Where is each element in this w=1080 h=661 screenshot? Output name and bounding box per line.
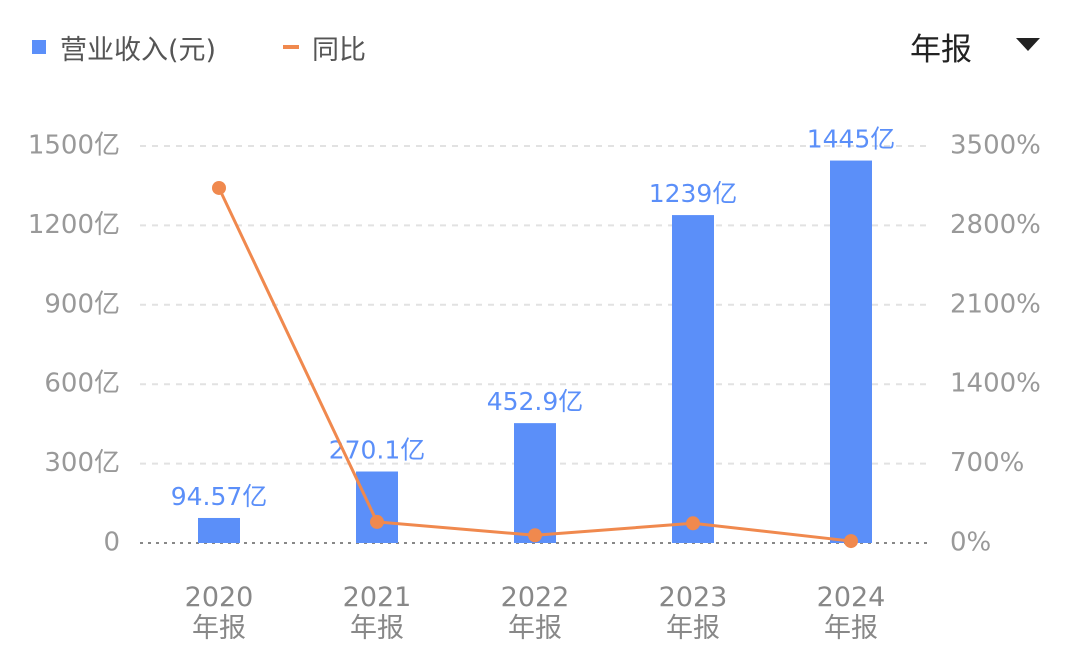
line-point — [844, 534, 858, 549]
line-point — [686, 516, 700, 531]
legend-swatch — [283, 45, 299, 49]
y2-tick-label: 2100% — [950, 289, 1041, 319]
value-label: 270.1亿 — [329, 436, 426, 465]
bar — [514, 423, 556, 543]
value-label: 94.57亿 — [171, 482, 268, 511]
bar — [830, 160, 872, 543]
y-tick-label: 1500亿 — [28, 131, 120, 161]
x-tick-label: 2022年报 — [500, 582, 570, 644]
period-selector[interactable]: 年报 — [910, 32, 972, 68]
y-tick-label: 0 — [103, 528, 120, 558]
x-tick-label: 2020年报 — [184, 582, 254, 644]
y2-tick-label: 0% — [950, 528, 991, 558]
line-point — [212, 180, 226, 195]
y-tick-label: 900亿 — [44, 289, 120, 319]
bar — [198, 517, 240, 543]
y-tick-label: 600亿 — [44, 369, 120, 399]
y-tick-label: 1200亿 — [28, 210, 120, 240]
y2-tick-label: 3500% — [950, 131, 1041, 161]
value-label: 1445亿 — [807, 125, 896, 154]
x-tick-label: 2024年报 — [816, 582, 886, 644]
legend-swatch — [32, 40, 46, 54]
bar — [672, 215, 714, 543]
line-point — [528, 528, 542, 543]
y-tick-label: 300亿 — [44, 448, 120, 478]
x-tick-label: 2021年报 — [342, 582, 412, 644]
y2-tick-label: 1400% — [950, 369, 1041, 399]
line-point — [370, 514, 384, 529]
x-tick-label: 2023年报 — [658, 582, 728, 644]
dropdown-arrow[interactable] — [1016, 38, 1040, 51]
legend-label: 营业收入(元) — [60, 35, 217, 66]
bar — [356, 471, 398, 543]
y2-tick-label: 700% — [950, 448, 1024, 478]
value-label: 452.9亿 — [487, 387, 584, 416]
y2-tick-label: 2800% — [950, 210, 1041, 240]
legend-label: 同比 — [312, 35, 366, 66]
value-label: 1239亿 — [649, 179, 738, 208]
